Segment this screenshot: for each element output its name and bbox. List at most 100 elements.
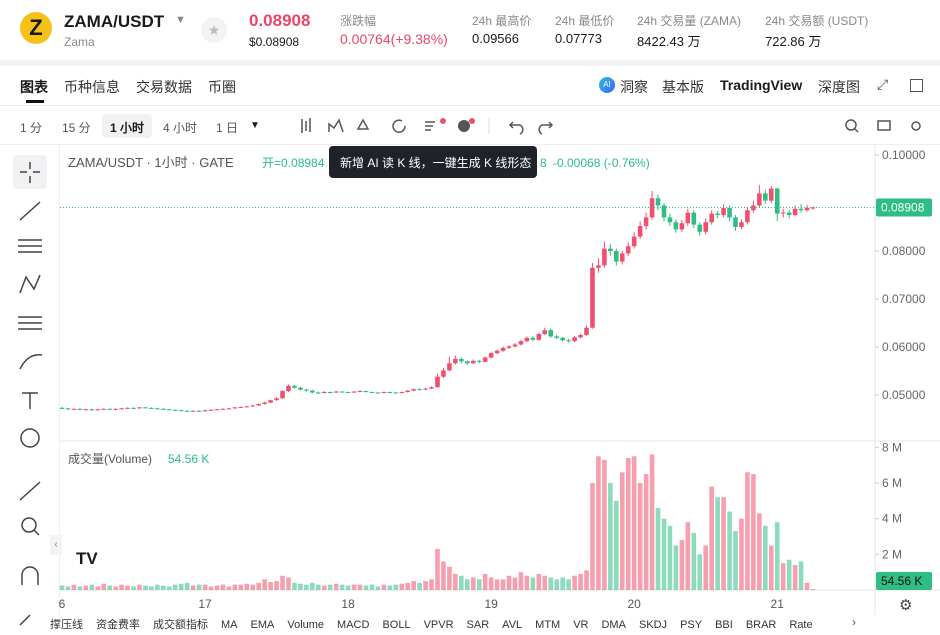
- indicator[interactable]: MA: [221, 619, 238, 631]
- volume-bar: [524, 575, 530, 590]
- indicator[interactable]: 资金费率: [96, 619, 140, 631]
- fib-tool[interactable]: [18, 316, 42, 330]
- candle-body: [441, 370, 446, 377]
- ai-icon: AI: [599, 77, 615, 93]
- volume-bar: [727, 511, 732, 590]
- volume-legend: 54.56 K: [168, 452, 209, 466]
- symbol[interactable]: ZAMA/USDT: [64, 12, 165, 31]
- dropdown[interactable]: ▼: [250, 120, 260, 131]
- undo-icon[interactable]: [508, 121, 524, 135]
- expand[interactable]: ⤢: [877, 76, 889, 92]
- volume-bar: [608, 483, 613, 590]
- y-tick-label: 0.05000: [882, 388, 926, 402]
- candle-body: [369, 392, 375, 394]
- tab[interactable]: 图表: [20, 79, 48, 95]
- lock-tool[interactable]: [19, 614, 31, 626]
- collapse[interactable]: ‹: [50, 535, 62, 555]
- divider: [0, 105, 940, 106]
- candle-body: [155, 408, 160, 410]
- ruler-tool[interactable]: [19, 481, 41, 501]
- volume-bar: [77, 586, 83, 590]
- window[interactable]: [910, 79, 923, 92]
- interval[interactable]: 1 分: [20, 121, 43, 135]
- volume-bar: [667, 525, 673, 590]
- emoji-tool[interactable]: [20, 428, 40, 448]
- volume-bar: [149, 586, 154, 590]
- favorite[interactable]: ★: [201, 17, 227, 43]
- indicator[interactable]: SKDJ: [638, 619, 668, 631]
- view[interactable]: 洞察: [620, 79, 648, 95]
- indicator[interactable]: 成交额指标: [153, 619, 208, 631]
- candle-body: [268, 400, 273, 403]
- volume-bar: [649, 454, 655, 590]
- indicator[interactable]: PSY: [680, 619, 703, 631]
- candle-body: [596, 265, 601, 268]
- interval[interactable]: 15 分: [62, 121, 91, 135]
- crosshair-tool[interactable]: [20, 162, 40, 183]
- interval-active[interactable]: [102, 114, 152, 138]
- indicator[interactable]: BRAR: [745, 619, 777, 631]
- interval[interactable]: 1 日: [216, 121, 239, 135]
- candle-body: [733, 217, 738, 228]
- stat-label: 24h 最低价: [555, 14, 615, 28]
- dropdown[interactable]: ▼: [175, 14, 186, 26]
- replay-icon[interactable]: [392, 119, 406, 133]
- text-tool[interactable]: [22, 392, 38, 409]
- indicator[interactable]: Rate: [789, 619, 813, 631]
- brush-tool[interactable]: [19, 354, 43, 370]
- next[interactable]: ›: [852, 615, 856, 629]
- candle-icon[interactable]: [301, 118, 311, 133]
- camera-icon[interactable]: [877, 120, 891, 131]
- settings-icon[interactable]: [911, 121, 921, 131]
- tab[interactable]: 币圈: [208, 79, 236, 95]
- volume-bar: [333, 583, 339, 590]
- tool-active[interactable]: [13, 155, 47, 189]
- indicator-icon[interactable]: [328, 118, 344, 133]
- view[interactable]: TradingView: [720, 77, 803, 93]
- interval[interactable]: 1 小时: [110, 121, 145, 135]
- settings[interactable]: ⚙: [899, 597, 913, 614]
- candle-body: [351, 391, 357, 393]
- indicator[interactable]: AVL: [502, 619, 523, 631]
- volume-bar: [804, 582, 810, 590]
- channel-tool[interactable]: [18, 239, 42, 253]
- indicator[interactable]: MACD: [337, 619, 370, 631]
- tab[interactable]: 币种信息: [64, 79, 120, 95]
- indicator[interactable]: SAR: [466, 619, 490, 631]
- candle-body: [423, 388, 428, 390]
- badge: [469, 118, 475, 124]
- indicator[interactable]: Volume: [287, 619, 325, 631]
- indicator[interactable]: BOLL: [382, 619, 411, 631]
- candle-body: [292, 385, 297, 388]
- redo-icon[interactable]: [538, 121, 554, 135]
- ai-icon[interactable]: [425, 121, 435, 131]
- candle-body: [250, 405, 256, 407]
- magnet-tool[interactable]: [21, 566, 39, 585]
- alert-icon[interactable]: [356, 118, 370, 130]
- view[interactable]: 基本版: [662, 79, 704, 95]
- volume-bar: [184, 582, 190, 590]
- interval[interactable]: 4 小时: [163, 121, 198, 135]
- indicator[interactable]: 撑压线: [50, 619, 83, 631]
- indicator[interactable]: VPVR: [423, 619, 454, 631]
- indicator[interactable]: MTM: [535, 619, 561, 631]
- volume-bar: [304, 584, 309, 590]
- indicator[interactable]: DMA: [601, 619, 626, 631]
- add-icon[interactable]: [458, 120, 470, 132]
- volume-bar: [119, 584, 124, 590]
- tab[interactable]: 交易数据: [136, 79, 192, 95]
- change: 0.00764(+9.38%): [340, 31, 448, 47]
- line-tool[interactable]: [19, 201, 41, 221]
- volume-bar: [280, 575, 285, 590]
- zoom-tool[interactable]: [21, 517, 37, 533]
- candle-body: [465, 361, 470, 364]
- indicator[interactable]: EMA: [250, 619, 275, 631]
- candle-body: [727, 207, 732, 218]
- view[interactable]: 深度图: [818, 79, 860, 95]
- search-icon[interactable]: [845, 119, 857, 131]
- candle-body: [101, 408, 107, 410]
- indicator[interactable]: BBI: [715, 619, 733, 631]
- indicator[interactable]: VR: [573, 619, 589, 631]
- tooltip-text: 新增 AI 读 K 线，一键生成 K 线形态: [340, 156, 532, 170]
- pattern-tool[interactable]: [19, 274, 41, 294]
